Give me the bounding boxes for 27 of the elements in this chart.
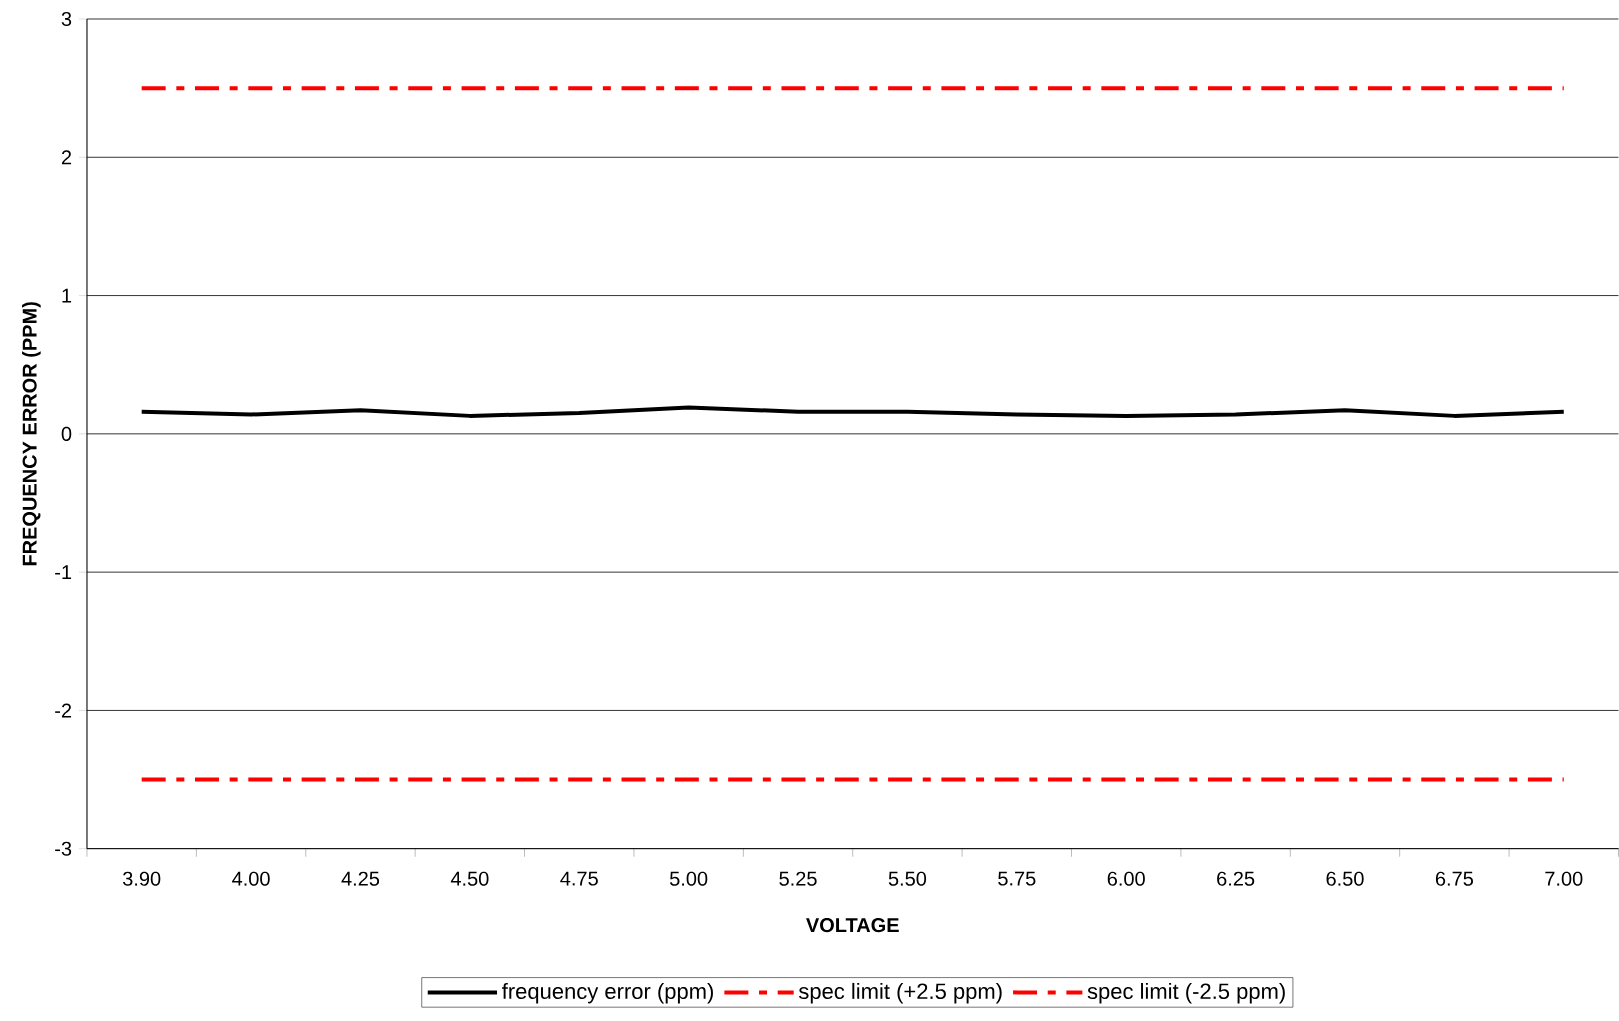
y-tick-label: 2 bbox=[61, 150, 72, 165]
y-tick-label: -1 bbox=[55, 565, 72, 580]
y-tick-label: -2 bbox=[55, 703, 72, 718]
y-tick-label: 0 bbox=[61, 426, 72, 442]
x-tick-label: 3.90 bbox=[122, 871, 161, 886]
y-tick-label: 3 bbox=[61, 12, 72, 27]
x-tick-label: 4.50 bbox=[450, 871, 489, 886]
x-tick-label: 6.25 bbox=[1217, 871, 1255, 886]
y-tick-label: -3 bbox=[55, 841, 72, 856]
line-series bbox=[139, 405, 1566, 419]
x-tick-label: 5.00 bbox=[669, 871, 708, 886]
x-tick-label: 6.75 bbox=[1435, 871, 1473, 886]
legend-label: spec limit (-2.5 ppm) bbox=[1087, 983, 1285, 1004]
x-tick-label: 4.75 bbox=[560, 871, 598, 886]
x-tick-label: 6.50 bbox=[1326, 871, 1364, 886]
y-axis-title: FREQUENCY ERROR (PPM) bbox=[22, 302, 41, 566]
x-tick-label: 4.25 bbox=[341, 871, 380, 886]
x-tick-label: 6.00 bbox=[1107, 871, 1145, 886]
x-tick-label: 4.00 bbox=[232, 871, 270, 886]
x-axis-title: VOLTAGE bbox=[806, 918, 899, 933]
x-tick-label: 5.75 bbox=[998, 871, 1036, 886]
legend-label: spec limit (+2.5 ppm) bbox=[798, 983, 1002, 1004]
x-tick-label: 7.00 bbox=[1545, 871, 1583, 886]
y-tick-label: 1 bbox=[62, 288, 72, 303]
legend-label: frequency error (ppm) bbox=[502, 983, 713, 1004]
x-tick-label: 5.25 bbox=[779, 871, 817, 886]
x-tick-label: 5.50 bbox=[888, 871, 927, 886]
